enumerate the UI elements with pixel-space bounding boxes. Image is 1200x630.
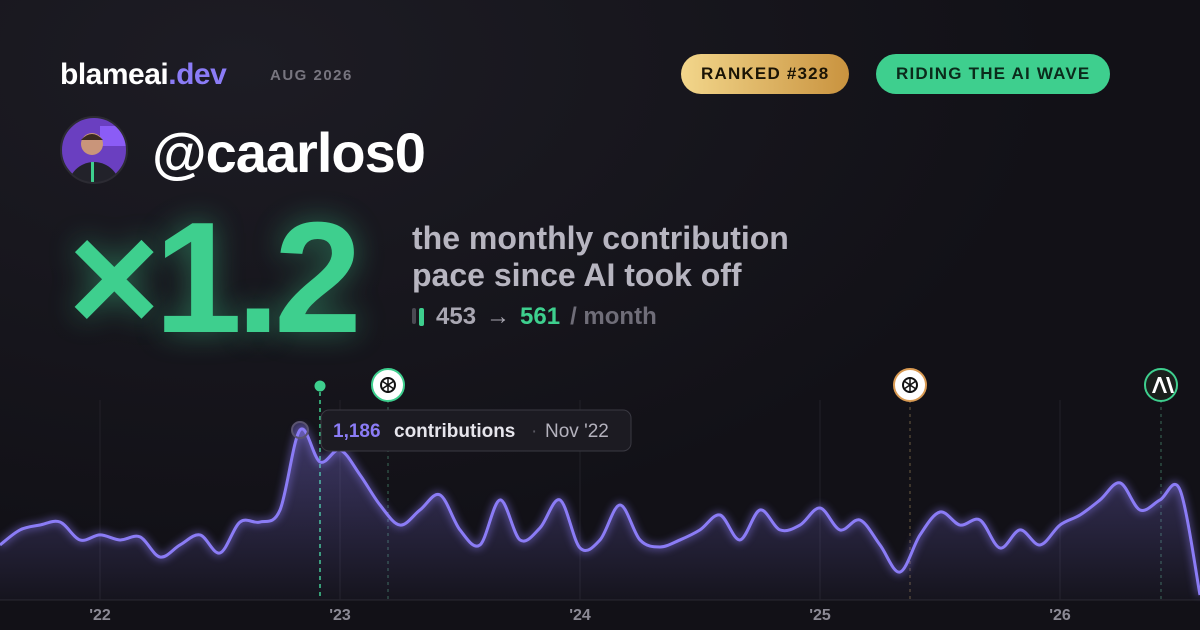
tooltip-text: contributions: [394, 421, 515, 442]
line: [0, 427, 1200, 596]
before-value: 453: [436, 303, 477, 330]
avatar: [60, 116, 128, 184]
anthropic-icon: [1144, 368, 1178, 402]
tooltip-date: Nov '22: [545, 421, 609, 442]
area: [0, 428, 1200, 600]
brand: blameai.dev: [60, 58, 227, 92]
ai-marker-dot: [314, 380, 326, 392]
x-tick-label: '25: [809, 607, 831, 624]
brand-name: blameai: [60, 58, 169, 91]
rank-badge: RANKED #328: [681, 54, 850, 94]
x-tick-label: '26: [1049, 607, 1071, 624]
chart: 1,186 contributions · Nov '22 '22 '23 '24 '…: [0, 368, 1200, 624]
brand-tld: .dev: [168, 58, 227, 91]
unit: / month: [570, 303, 657, 330]
peak-marker: [291, 421, 309, 439]
bars-icon: [412, 308, 424, 326]
status-badge: RIDING THE AI WAVE: [876, 54, 1111, 94]
x-tick-label: '24: [569, 607, 591, 624]
handle: @caarlos0: [152, 121, 426, 184]
arrow: →: [486, 303, 511, 330]
x-tick-label: '23: [329, 607, 351, 624]
period: AUG 2026: [270, 67, 353, 84]
stats: 453 → 561 / month: [412, 303, 657, 331]
x-tick-label: '22: [89, 607, 111, 624]
description: the monthly contribution pace since AI t…: [412, 220, 789, 293]
after-value: 561: [520, 303, 561, 330]
multiplier: ×1.2: [68, 190, 362, 366]
svg-text:·: ·: [531, 421, 537, 442]
openai-icon: [371, 368, 405, 402]
openai-icon: [893, 368, 927, 402]
tooltip-value: 1,186: [333, 421, 381, 442]
tooltip: 1,186 contributions · Nov '22: [320, 409, 632, 452]
